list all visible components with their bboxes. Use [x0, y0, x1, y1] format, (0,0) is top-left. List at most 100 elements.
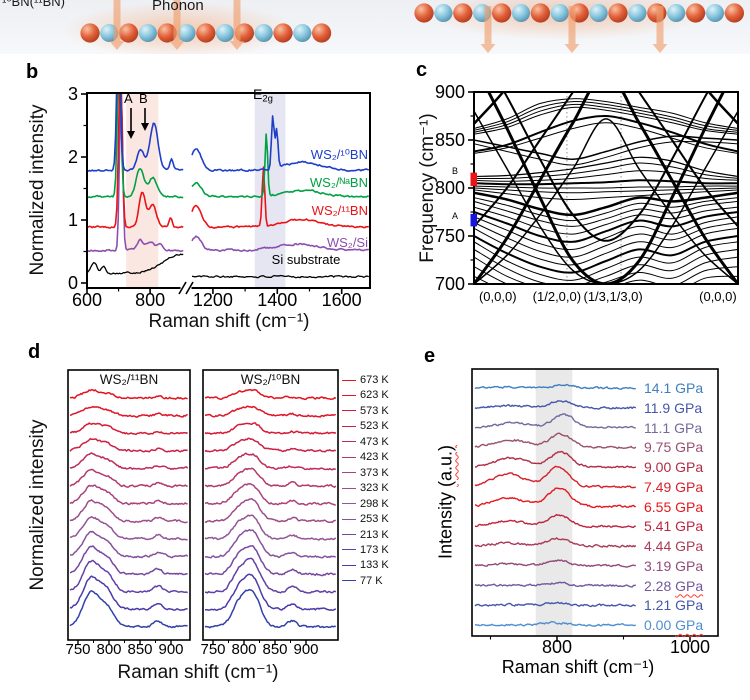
panel-c-y-axis-title: Frequency (cm⁻¹) — [417, 113, 439, 263]
pressure-value: 11.1 — [644, 419, 675, 436]
temp-legend-swatch — [342, 456, 356, 458]
temp-legend-label: 133 K — [360, 559, 389, 572]
panel-letter-d: d — [28, 341, 41, 363]
temp-legend-item: 253 K — [342, 513, 389, 525]
temp-legend-swatch — [342, 441, 356, 443]
panel-b-y-tick-label: 3 — [68, 84, 78, 104]
panel-d-x-tick-label: 800 — [231, 641, 256, 658]
pressure-label: 5.41 GPa — [644, 518, 703, 534]
nitrogen-atom — [512, 4, 530, 22]
temp-legend-item: 173 K — [342, 544, 389, 556]
pressure-label: 6.55 GPa — [644, 499, 703, 515]
panel-d-x-tick-label: 850 — [127, 641, 152, 658]
pressure-value: 0.00 — [644, 617, 676, 633]
boron-atom — [724, 3, 745, 23]
boron-atom — [608, 3, 628, 23]
pressure-value: 5.41 — [644, 518, 676, 535]
temp-legend-item: 373 K — [342, 467, 389, 479]
panel-c-y-tick-label: 800 — [435, 178, 465, 198]
boron-atom — [80, 23, 100, 43]
panel-d-x-tick-label: 900 — [293, 641, 318, 658]
panel-c-y-tick-label: 750 — [435, 226, 465, 246]
phonon-arrow — [480, 6, 496, 53]
temp-legend-label: 473 K — [360, 435, 389, 448]
e2g-annotation: E2g — [253, 86, 273, 104]
phonon-arrow — [652, 6, 668, 53]
temp-legend-swatch — [342, 472, 356, 474]
temp-legend-swatch — [342, 534, 356, 535]
temp-legend-item: 673 K — [342, 374, 389, 386]
pressure-unit: GPa — [675, 478, 704, 495]
temp-legend-item: 133 K — [342, 559, 389, 571]
pressure-label: 3.19 GPa — [644, 558, 703, 574]
dispersion-marker-b-label: B — [452, 166, 459, 176]
bn-isotope-label: ¹⁰BN(¹¹BN) — [2, 0, 65, 9]
temp-legend-item: 298 K — [342, 498, 389, 510]
panel-e-x-tick-label: 1000 — [670, 637, 710, 657]
temp-legend-label: 77 K — [360, 574, 383, 587]
temp-legend-item: 423 K — [342, 451, 389, 463]
pressure-unit: GPa — [675, 518, 704, 535]
panel-letter-e: e — [424, 345, 436, 367]
pressure-unit: GPa — [675, 597, 704, 614]
nitrogen-atom — [706, 4, 724, 22]
panel-c-x-tick-label: (0,0,0) — [479, 289, 517, 304]
panel-d-y-axis-title: Normalized intensity — [27, 419, 49, 591]
pressure-unit: GPa — [675, 577, 704, 594]
temp-legend-label: 173 K — [360, 543, 389, 556]
peak-a-annotation: A — [124, 91, 133, 106]
temp-legend-label: 253 K — [360, 513, 389, 526]
panel-d-x-axis-title: Raman shift (cm⁻¹) — [117, 662, 279, 683]
dispersion-marker-a — [470, 213, 477, 227]
boron-atom — [312, 23, 332, 43]
panel-d-x-tick-label: 900 — [158, 641, 183, 658]
boron-atom — [273, 23, 293, 43]
panel-d-subpanel-title: WS₂/¹¹BN — [99, 372, 159, 387]
pressure-label: 4.44 GPa — [644, 538, 703, 554]
pressure-label: 7.49 GPa — [644, 479, 703, 495]
pressure-value: 7.49 — [644, 478, 676, 495]
curve-label: WS₂/¹¹BN — [311, 203, 368, 218]
panel-b-x-tick-label: 600 — [72, 290, 102, 310]
phonon-arrow — [564, 6, 580, 53]
temp-legend-label: 213 K — [360, 528, 389, 541]
pressure-label: 11.9 GPa — [644, 400, 702, 416]
pressure-value: 2.28 — [644, 577, 676, 594]
panel-e-y-axis-au: (a.u.) — [435, 444, 456, 487]
nitrogen-atom — [667, 4, 686, 22]
temp-legend-label: 573 K — [360, 404, 389, 417]
pressure-unit: GPa — [675, 459, 704, 475]
pressure-unit: GPa — [675, 439, 704, 456]
boron-atom — [530, 3, 551, 23]
pressure-value: 9.75 — [644, 439, 676, 456]
nitrogen-atom — [254, 24, 273, 42]
pressure-label: 2.28 GPa — [644, 578, 703, 594]
pressure-label: 9.00 GPa — [644, 459, 703, 475]
pressure-unit: GPa — [675, 617, 704, 633]
phonon-arrow — [169, 0, 185, 50]
temp-legend-swatch — [342, 580, 356, 582]
boron-atom — [453, 3, 473, 23]
pressure-label: 0.00 GPa — [644, 617, 703, 633]
pressure-label: 11.1 GPa — [644, 420, 702, 436]
panel-b-y-tick-label: 1 — [68, 210, 78, 230]
temp-legend-swatch — [342, 503, 356, 505]
curve-label: WS₂/ᴺᵃBN — [309, 175, 368, 190]
phonon-arrow — [229, 0, 245, 50]
boron-atom — [196, 23, 216, 43]
nitrogen-atom — [628, 4, 647, 22]
nitrogen-atom — [293, 24, 312, 42]
panel-b-x-tick-label: 1600 — [322, 290, 362, 310]
panel-c-x-tick-label: (1/3,1/3,0) — [583, 289, 642, 304]
panel-b-y-tick-label: 2 — [68, 147, 78, 167]
temp-legend-label: 373 K — [360, 466, 389, 479]
boron-atom — [119, 23, 139, 43]
panel-b-x-tick-label: 1200 — [193, 290, 233, 310]
temp-legend-item: 473 K — [342, 436, 389, 448]
temp-legend-swatch — [342, 487, 356, 489]
curve-label: Si substrate — [271, 252, 341, 267]
temp-legend-label: 523 K — [360, 420, 389, 433]
panel-e-y-axis-title-text: Intensity — [435, 486, 456, 560]
panel-b-x-tick-label: 800 — [135, 290, 165, 310]
